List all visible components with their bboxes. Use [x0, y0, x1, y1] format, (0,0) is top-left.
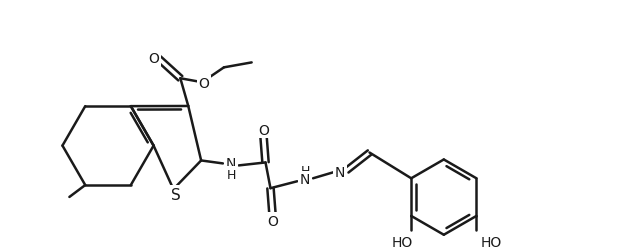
Text: S: S [170, 187, 180, 202]
Text: O: O [267, 214, 278, 228]
Text: N: N [226, 157, 236, 171]
Text: HO: HO [392, 235, 413, 249]
Text: H: H [300, 164, 310, 177]
Text: N: N [300, 172, 310, 186]
Text: HO: HO [481, 235, 502, 249]
Text: O: O [198, 77, 209, 91]
Text: N: N [335, 166, 345, 179]
Text: O: O [258, 123, 269, 137]
Text: O: O [148, 52, 159, 66]
Text: H: H [227, 168, 237, 181]
